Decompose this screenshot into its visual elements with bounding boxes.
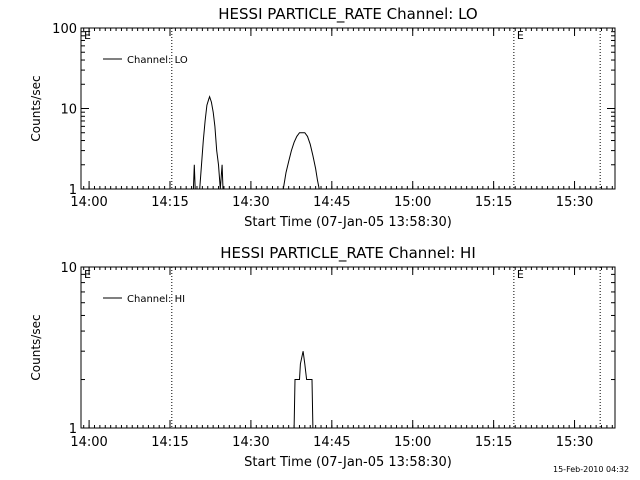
panel1-title: HESSI PARTICLE_RATE Channel: LO [218, 5, 477, 24]
panel2-y-tick-label: 10 [60, 261, 77, 276]
panel2-legend-label: Channel: HI [127, 294, 185, 305]
panel1-y-tick-label: 1 [69, 183, 77, 198]
panel2-title: HESSI PARTICLE_RATE Channel: HI [220, 244, 476, 263]
panel2-axes-frame [80, 266, 616, 429]
panel1-x-tick-label: 14:15 [151, 195, 188, 210]
footer-timestamp: 15-Feb-2010 04:32 [553, 465, 630, 474]
panel2-x-tick-label: 14:45 [313, 435, 350, 450]
panel1-series-line [192, 95, 320, 190]
panel2-y-axis-label: Counts/sec [29, 314, 43, 380]
panel1-legend-label: Channel: LO [127, 55, 188, 66]
panel1-y-tick-label: 10 [60, 103, 77, 118]
panel1-x-tick-label: 15:00 [394, 195, 431, 210]
panel2-marker-label: E [84, 268, 91, 281]
panel1-x-axis-label: Start Time (07-Jan-05 13:58:30) [244, 215, 452, 230]
panel1-x-tick-label: 15:15 [475, 195, 512, 210]
panel1-y-axis-label: Counts/sec [29, 75, 43, 141]
panel2-x-tick-label: 15:00 [394, 435, 431, 450]
panel2-x-tick-label: 14:15 [151, 435, 188, 450]
panel2-marker-label: E [517, 268, 524, 281]
panel1-marker-label: E [517, 29, 524, 42]
panel1-y-tick-label: 100 [52, 22, 77, 37]
panel2-y-tick-label: 1 [69, 422, 77, 437]
panel2-series-line [293, 351, 314, 429]
panel2-x-tick-label: 14:00 [70, 435, 107, 450]
panel2-x-axis-label: Start Time (07-Jan-05 13:58:30) [244, 455, 452, 470]
panel1-x-tick-label: 14:00 [70, 195, 107, 210]
panel2-x-tick-label: 15:15 [475, 435, 512, 450]
panel1-marker-label: E [84, 29, 91, 42]
panel1-x-tick-label: 14:45 [313, 195, 350, 210]
panel1-x-tick-label: 14:30 [232, 195, 269, 210]
panel2-x-tick-label: 15:30 [556, 435, 593, 450]
panel1-x-tick-label: 15:30 [556, 195, 593, 210]
panel2-x-tick-label: 14:30 [232, 435, 269, 450]
panel1-axes-frame [80, 27, 616, 190]
